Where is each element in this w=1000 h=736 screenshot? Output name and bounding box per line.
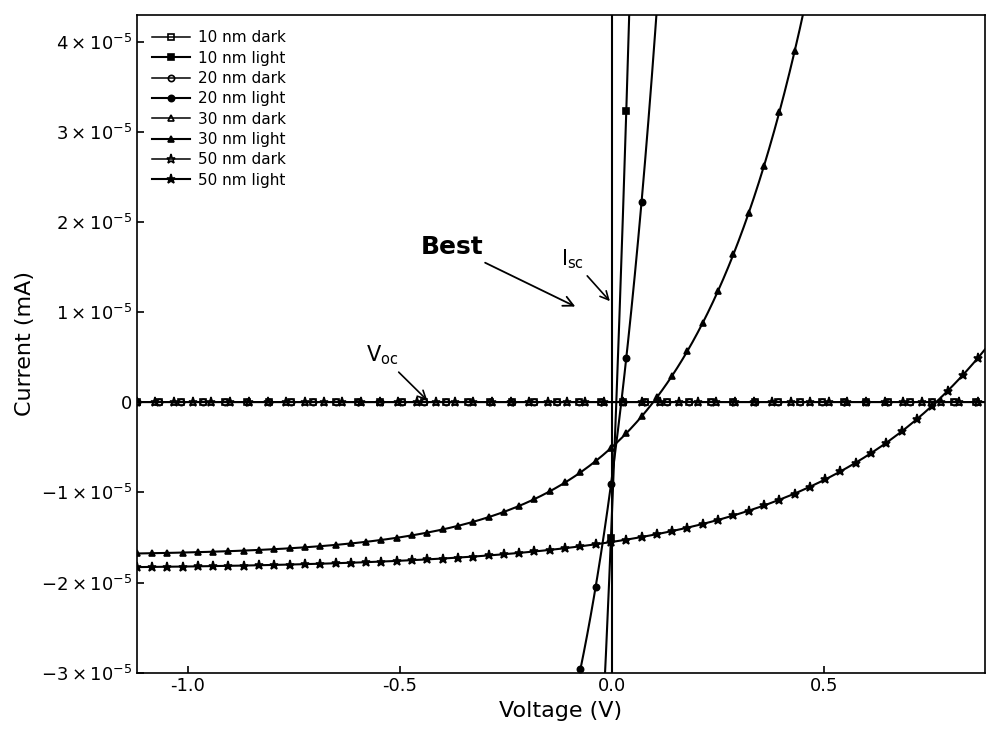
30 nm dark bbox=[534, 398, 546, 407]
30 nm dark bbox=[979, 398, 991, 407]
20 nm light bbox=[653, 0, 665, 1]
10 nm dark bbox=[539, 398, 551, 407]
10 nm light bbox=[590, 686, 602, 695]
30 nm dark bbox=[131, 398, 143, 407]
20 nm light bbox=[131, 686, 143, 695]
30 nm light bbox=[828, 0, 840, 1]
20 nm dark bbox=[590, 398, 602, 407]
10 nm dark bbox=[979, 398, 991, 407]
50 nm dark bbox=[590, 398, 602, 407]
50 nm dark bbox=[534, 398, 546, 407]
30 nm dark bbox=[590, 398, 602, 407]
20 nm light bbox=[828, 0, 840, 1]
Line: 10 nm light: 10 nm light bbox=[134, 0, 988, 694]
10 nm dark bbox=[534, 398, 546, 407]
20 nm dark bbox=[979, 398, 991, 407]
Text: I$_{\rm sc}$: I$_{\rm sc}$ bbox=[561, 247, 609, 300]
Line: 50 nm light: 50 nm light bbox=[132, 345, 990, 572]
10 nm light bbox=[625, 0, 637, 1]
50 nm light bbox=[979, 345, 991, 354]
Line: 20 nm dark: 20 nm dark bbox=[134, 399, 988, 406]
Line: 20 nm light: 20 nm light bbox=[134, 0, 988, 694]
Text: Best: Best bbox=[421, 235, 573, 305]
20 nm dark bbox=[131, 398, 143, 407]
20 nm dark bbox=[534, 398, 546, 407]
10 nm light bbox=[131, 686, 143, 695]
30 nm light bbox=[539, 489, 551, 498]
10 nm dark bbox=[131, 398, 143, 407]
50 nm dark bbox=[959, 398, 971, 407]
50 nm light bbox=[636, 533, 648, 542]
30 nm light bbox=[590, 456, 602, 465]
30 nm dark bbox=[959, 398, 971, 407]
20 nm dark bbox=[826, 398, 838, 407]
20 nm light bbox=[636, 197, 648, 206]
10 nm dark bbox=[826, 398, 838, 407]
30 nm dark bbox=[826, 398, 838, 407]
10 nm light bbox=[539, 686, 551, 695]
50 nm dark bbox=[636, 398, 648, 407]
20 nm dark bbox=[539, 398, 551, 407]
Line: 10 nm dark: 10 nm dark bbox=[134, 399, 988, 406]
50 nm light bbox=[959, 369, 971, 378]
30 nm light bbox=[131, 549, 143, 558]
50 nm light bbox=[826, 472, 838, 481]
50 nm light bbox=[534, 547, 546, 556]
30 nm light bbox=[960, 0, 972, 1]
10 nm light bbox=[637, 0, 649, 1]
Text: V$_{\rm oc}$: V$_{\rm oc}$ bbox=[366, 344, 426, 399]
50 nm light bbox=[539, 546, 551, 555]
Legend: 10 nm dark, 10 nm light, 20 nm dark, 20 nm light, 30 nm dark, 30 nm light, 50 nm: 10 nm dark, 10 nm light, 20 nm dark, 20 … bbox=[144, 23, 293, 195]
50 nm dark bbox=[979, 398, 991, 407]
Line: 30 nm dark: 30 nm dark bbox=[133, 399, 988, 406]
10 nm light bbox=[534, 686, 546, 695]
20 nm light bbox=[979, 0, 991, 1]
30 nm light bbox=[802, 0, 814, 1]
10 nm light bbox=[828, 0, 840, 1]
Line: 30 nm light: 30 nm light bbox=[133, 0, 988, 557]
50 nm dark bbox=[539, 398, 551, 407]
Line: 50 nm dark: 50 nm dark bbox=[132, 398, 990, 407]
20 nm dark bbox=[636, 398, 648, 407]
30 nm dark bbox=[636, 398, 648, 407]
50 nm dark bbox=[131, 398, 143, 407]
20 nm light bbox=[590, 582, 602, 591]
30 nm light bbox=[534, 492, 546, 501]
20 nm light bbox=[534, 686, 546, 695]
10 nm dark bbox=[959, 398, 971, 407]
50 nm dark bbox=[826, 398, 838, 407]
50 nm light bbox=[131, 563, 143, 572]
20 nm light bbox=[539, 686, 551, 695]
10 nm light bbox=[979, 0, 991, 1]
30 nm dark bbox=[539, 398, 551, 407]
10 nm light bbox=[960, 0, 972, 1]
30 nm light bbox=[979, 0, 991, 1]
10 nm dark bbox=[636, 398, 648, 407]
50 nm light bbox=[590, 540, 602, 549]
20 nm light bbox=[960, 0, 972, 1]
30 nm light bbox=[636, 412, 648, 421]
10 nm dark bbox=[590, 398, 602, 407]
20 nm dark bbox=[959, 398, 971, 407]
Y-axis label: Current (mA): Current (mA) bbox=[15, 272, 35, 417]
X-axis label: Voltage (V): Voltage (V) bbox=[499, 701, 622, 721]
